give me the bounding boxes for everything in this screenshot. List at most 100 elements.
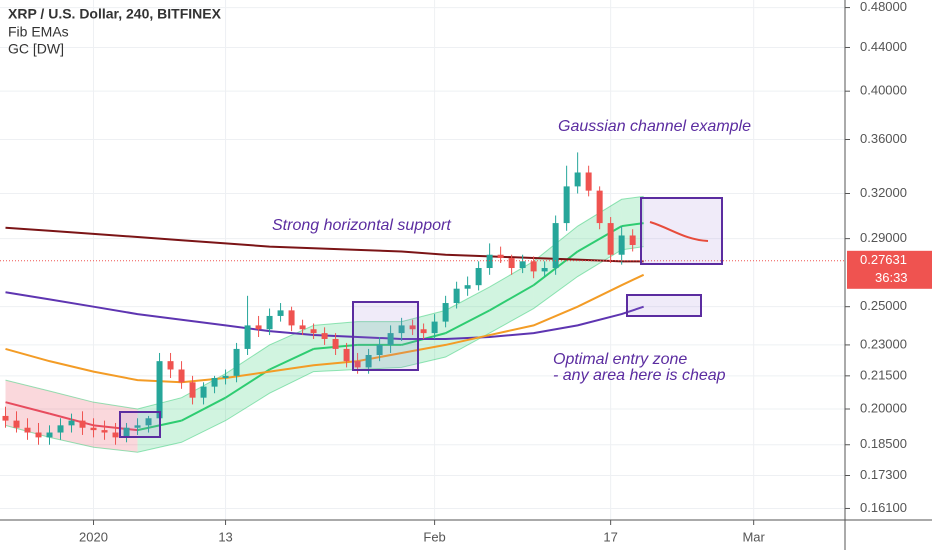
candle-body [123,427,130,438]
candle-body [574,172,581,187]
candle-body [321,333,328,339]
indicator-label: GC [DW] [8,41,64,57]
candle-body [310,329,317,334]
channel-mid [577,225,623,253]
y-tick-label: 0.25000 [860,298,907,313]
candle-body [288,310,295,326]
candle-body [618,235,625,255]
channel-band [621,196,644,250]
candle-body [607,223,614,255]
x-tick-label: Mar [742,529,765,544]
entry-box [626,294,702,317]
channel-mid [181,396,227,422]
candle-body [101,430,108,433]
candle-body [596,190,603,224]
y-tick-label: 0.16100 [860,500,907,515]
candle-body [35,432,42,438]
channel-lower [5,246,644,453]
x-tick-label: 2020 [79,529,108,544]
candle-body [497,254,504,259]
candle-body [167,361,174,370]
y-tick-label: 0.18500 [860,436,907,451]
channel-mid [269,348,314,371]
candle-body [266,315,273,330]
candle-body [365,354,372,368]
y-tick-label: 0.20000 [860,400,907,415]
candle-body [508,258,515,269]
channel-mid [5,401,50,415]
candle-body [222,375,229,378]
candle-body [343,348,350,362]
annotation: Strong horizontal support [272,217,451,234]
annotation: Gaussian channel example [558,118,751,135]
candle-body [541,268,548,272]
candle-body [629,235,636,246]
projection-curve [649,221,709,242]
candle-body [57,425,64,433]
candle-body [255,325,262,330]
y-tick-label: 0.21500 [860,367,907,382]
candle-body [211,377,218,387]
candle-body [442,303,449,322]
candle-body [233,348,240,376]
candle-body [585,172,592,191]
candle-body [519,261,526,269]
x-tick-label: 13 [218,529,232,544]
candle-body [475,268,482,286]
candle-body [552,223,559,269]
candle-body [46,432,53,438]
candle-body [464,285,471,289]
channel-mid [445,309,491,334]
candle-body [420,329,427,334]
channel-mid [621,222,644,228]
candle-body [530,261,537,272]
y-tick-label: 0.44000 [860,39,907,54]
last-price-label: 0.27631 [860,252,907,267]
x-tick-label: 17 [603,529,617,544]
channel-mid [489,284,535,312]
candle-body [90,427,97,431]
plot-area [0,0,845,520]
candle-body [563,186,570,224]
ema-line [5,273,645,384]
candle-body [354,361,361,368]
candle-body [332,338,339,349]
y-tick-label: 0.36000 [860,131,907,146]
candle-body [409,325,416,330]
annotation: Optimal entry zone [553,351,687,368]
last-price-box [847,250,932,289]
projection-box [640,197,723,265]
highlight-box [119,411,161,438]
x-tick-label: Feb [423,529,445,544]
candle-body [277,310,284,316]
candle-body [189,382,196,398]
countdown-label: 36:33 [875,270,908,285]
candle-body [387,333,394,345]
candle-body [79,420,86,428]
candle-body [68,420,75,426]
candle-body [134,425,141,428]
y-tick-label: 0.29000 [860,230,907,245]
y-tick-label: 0.48000 [860,0,907,14]
indicator-label: Fib EMAs [8,24,69,40]
y-tick-label: 0.40000 [860,83,907,98]
highlight-box [352,301,419,371]
candle-body [156,361,163,419]
candle-body [178,369,185,383]
y-tick-label: 0.23000 [860,336,907,351]
candle-body [453,288,460,304]
candle-body [145,418,152,426]
candle-body [200,386,207,398]
annotation: - any area here is cheap [553,367,726,384]
chart-title: XRP / U.S. Dollar, 240, BITFINEX [8,6,222,22]
candle-body [244,325,251,349]
candle-body [112,432,119,438]
y-tick-label: 0.32000 [860,185,907,200]
candle-body [398,325,405,334]
candle-body [24,427,31,433]
candle-body [376,344,383,355]
candle-body [13,420,20,428]
channel-mid [225,368,271,399]
y-tick-label: 0.17300 [860,467,907,482]
